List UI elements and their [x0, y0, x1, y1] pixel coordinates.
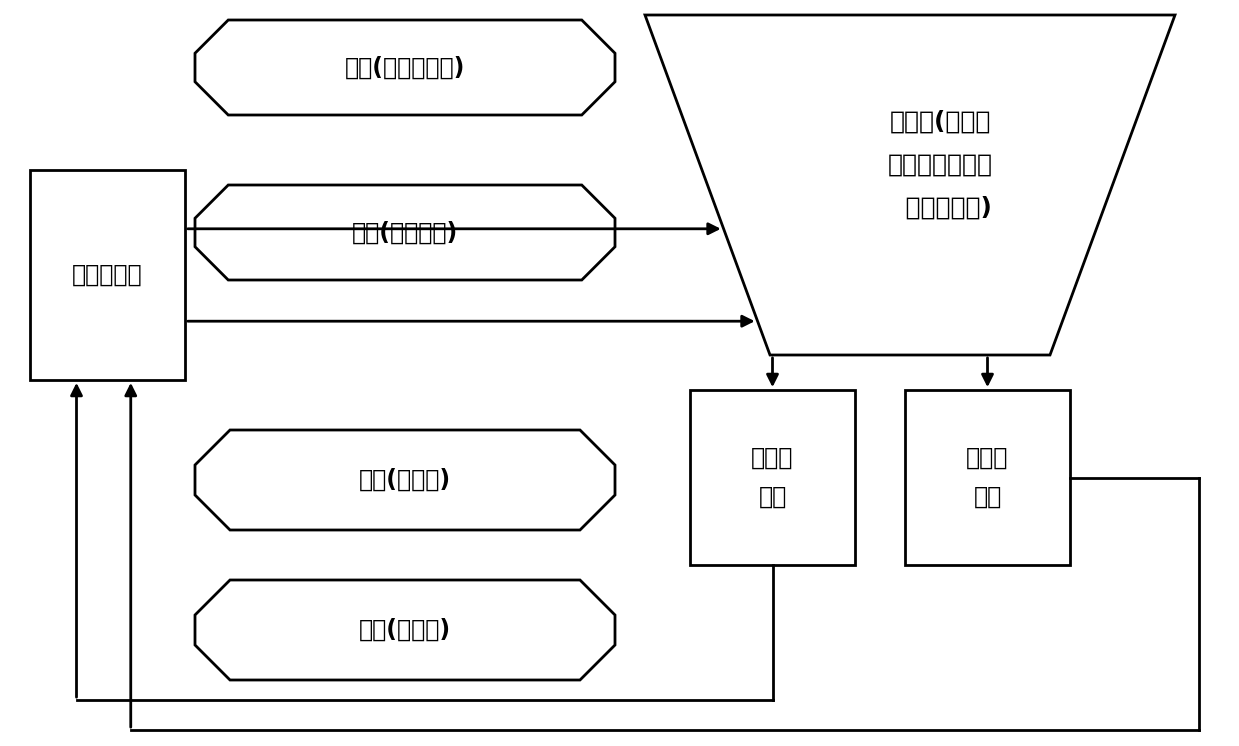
- Bar: [690, 390, 855, 565]
- Text: 燃烧室(通过传
感器实现温度和
  给油量控制): 燃烧室(通过传 感器实现温度和 给油量控制): [887, 110, 992, 220]
- Text: 温度传
感器: 温度传 感器: [966, 446, 1009, 509]
- Bar: [30, 170, 185, 380]
- Text: 电流(控制温度): 电流(控制温度): [352, 221, 458, 245]
- Text: 主控电路板: 主控电路板: [72, 263, 142, 287]
- Text: 电流(控制给油量): 电流(控制给油量): [344, 55, 465, 80]
- Bar: [904, 390, 1070, 565]
- Text: 转速检
测器: 转速检 测器: [751, 446, 794, 509]
- Text: 电流(速度量): 电流(速度量): [359, 468, 451, 492]
- Text: 电流(温度量): 电流(温度量): [359, 618, 451, 642]
